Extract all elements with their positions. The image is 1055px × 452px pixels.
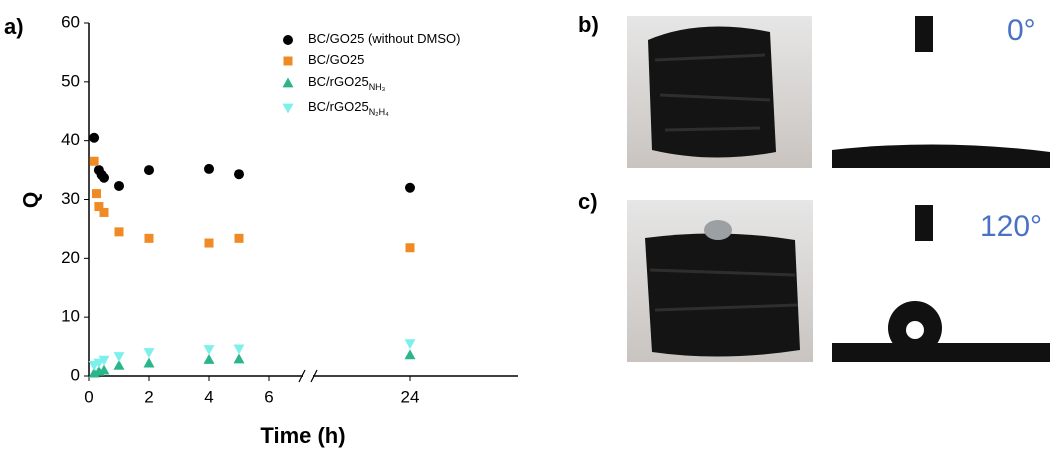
y-tick-label: 10 (61, 307, 80, 326)
point (115, 227, 124, 236)
legend-name: BC/rGO25 (308, 99, 369, 114)
x-tick-label: 24 (401, 387, 420, 406)
point (405, 183, 415, 193)
legend-label: BC/GO25 (308, 52, 364, 67)
point (92, 189, 101, 198)
y-axis-label: Q (20, 192, 43, 208)
point (204, 354, 215, 364)
point (234, 169, 244, 179)
legend-marker (283, 104, 294, 114)
panel-label: c) (578, 189, 598, 214)
legend-name: BC/rGO25 (308, 74, 369, 89)
x-axis-label: Time (h) (260, 423, 345, 448)
point (234, 353, 245, 363)
point (100, 208, 109, 217)
legend-subscript: NH₃ (369, 82, 386, 92)
point (114, 181, 124, 191)
point (235, 234, 244, 243)
panel-label: a) (4, 14, 24, 39)
photo-b (627, 16, 812, 168)
point (144, 348, 155, 358)
y-tick-label: 20 (61, 248, 80, 267)
point (114, 352, 125, 362)
legend-marker (283, 35, 293, 45)
point (145, 234, 154, 243)
axis-break (299, 370, 317, 382)
point (204, 164, 214, 174)
x-tick-label: 4 (204, 387, 213, 406)
page: {"chart_data": {"type": "scatter", "pane… (0, 0, 1055, 452)
point (89, 133, 99, 143)
x-tick-label: 6 (264, 387, 273, 406)
x-tick-label: 0 (84, 387, 93, 406)
panel-label: b) (578, 12, 599, 37)
contact-angle: 120° (980, 210, 1042, 243)
point (99, 173, 109, 183)
y-tick-label: 40 (61, 130, 80, 149)
figure: a) Time (h) Q b) 0° c) 120° 010203040506… (0, 0, 1055, 452)
legend-label: BC/GO25 (without DMSO) (308, 31, 460, 46)
point (405, 349, 416, 359)
x-tick-label: 2 (144, 387, 153, 406)
photo-c (627, 200, 813, 362)
y-tick-label: 0 (71, 365, 80, 384)
point (406, 243, 415, 252)
legend-marker (284, 57, 293, 66)
legend-label: BC/rGO25N₂H₄ (308, 99, 389, 117)
point (204, 345, 215, 355)
legend-marker (283, 78, 294, 88)
point (144, 358, 155, 368)
y-tick-label: 50 (61, 71, 80, 90)
point (405, 339, 416, 349)
point (144, 165, 154, 175)
legend-name: BC/GO25 (308, 52, 364, 67)
legend-name: BC/GO25 (without DMSO) (308, 31, 460, 46)
point (90, 157, 99, 166)
legend-label: BC/rGO25NH₃ (308, 74, 386, 92)
contact-angle: 0° (1007, 14, 1036, 47)
point (234, 345, 245, 355)
point (205, 239, 214, 248)
y-tick-label: 60 (61, 12, 80, 31)
y-tick-label: 30 (61, 189, 80, 208)
legend-subscript: N₂H₄ (369, 107, 389, 117)
